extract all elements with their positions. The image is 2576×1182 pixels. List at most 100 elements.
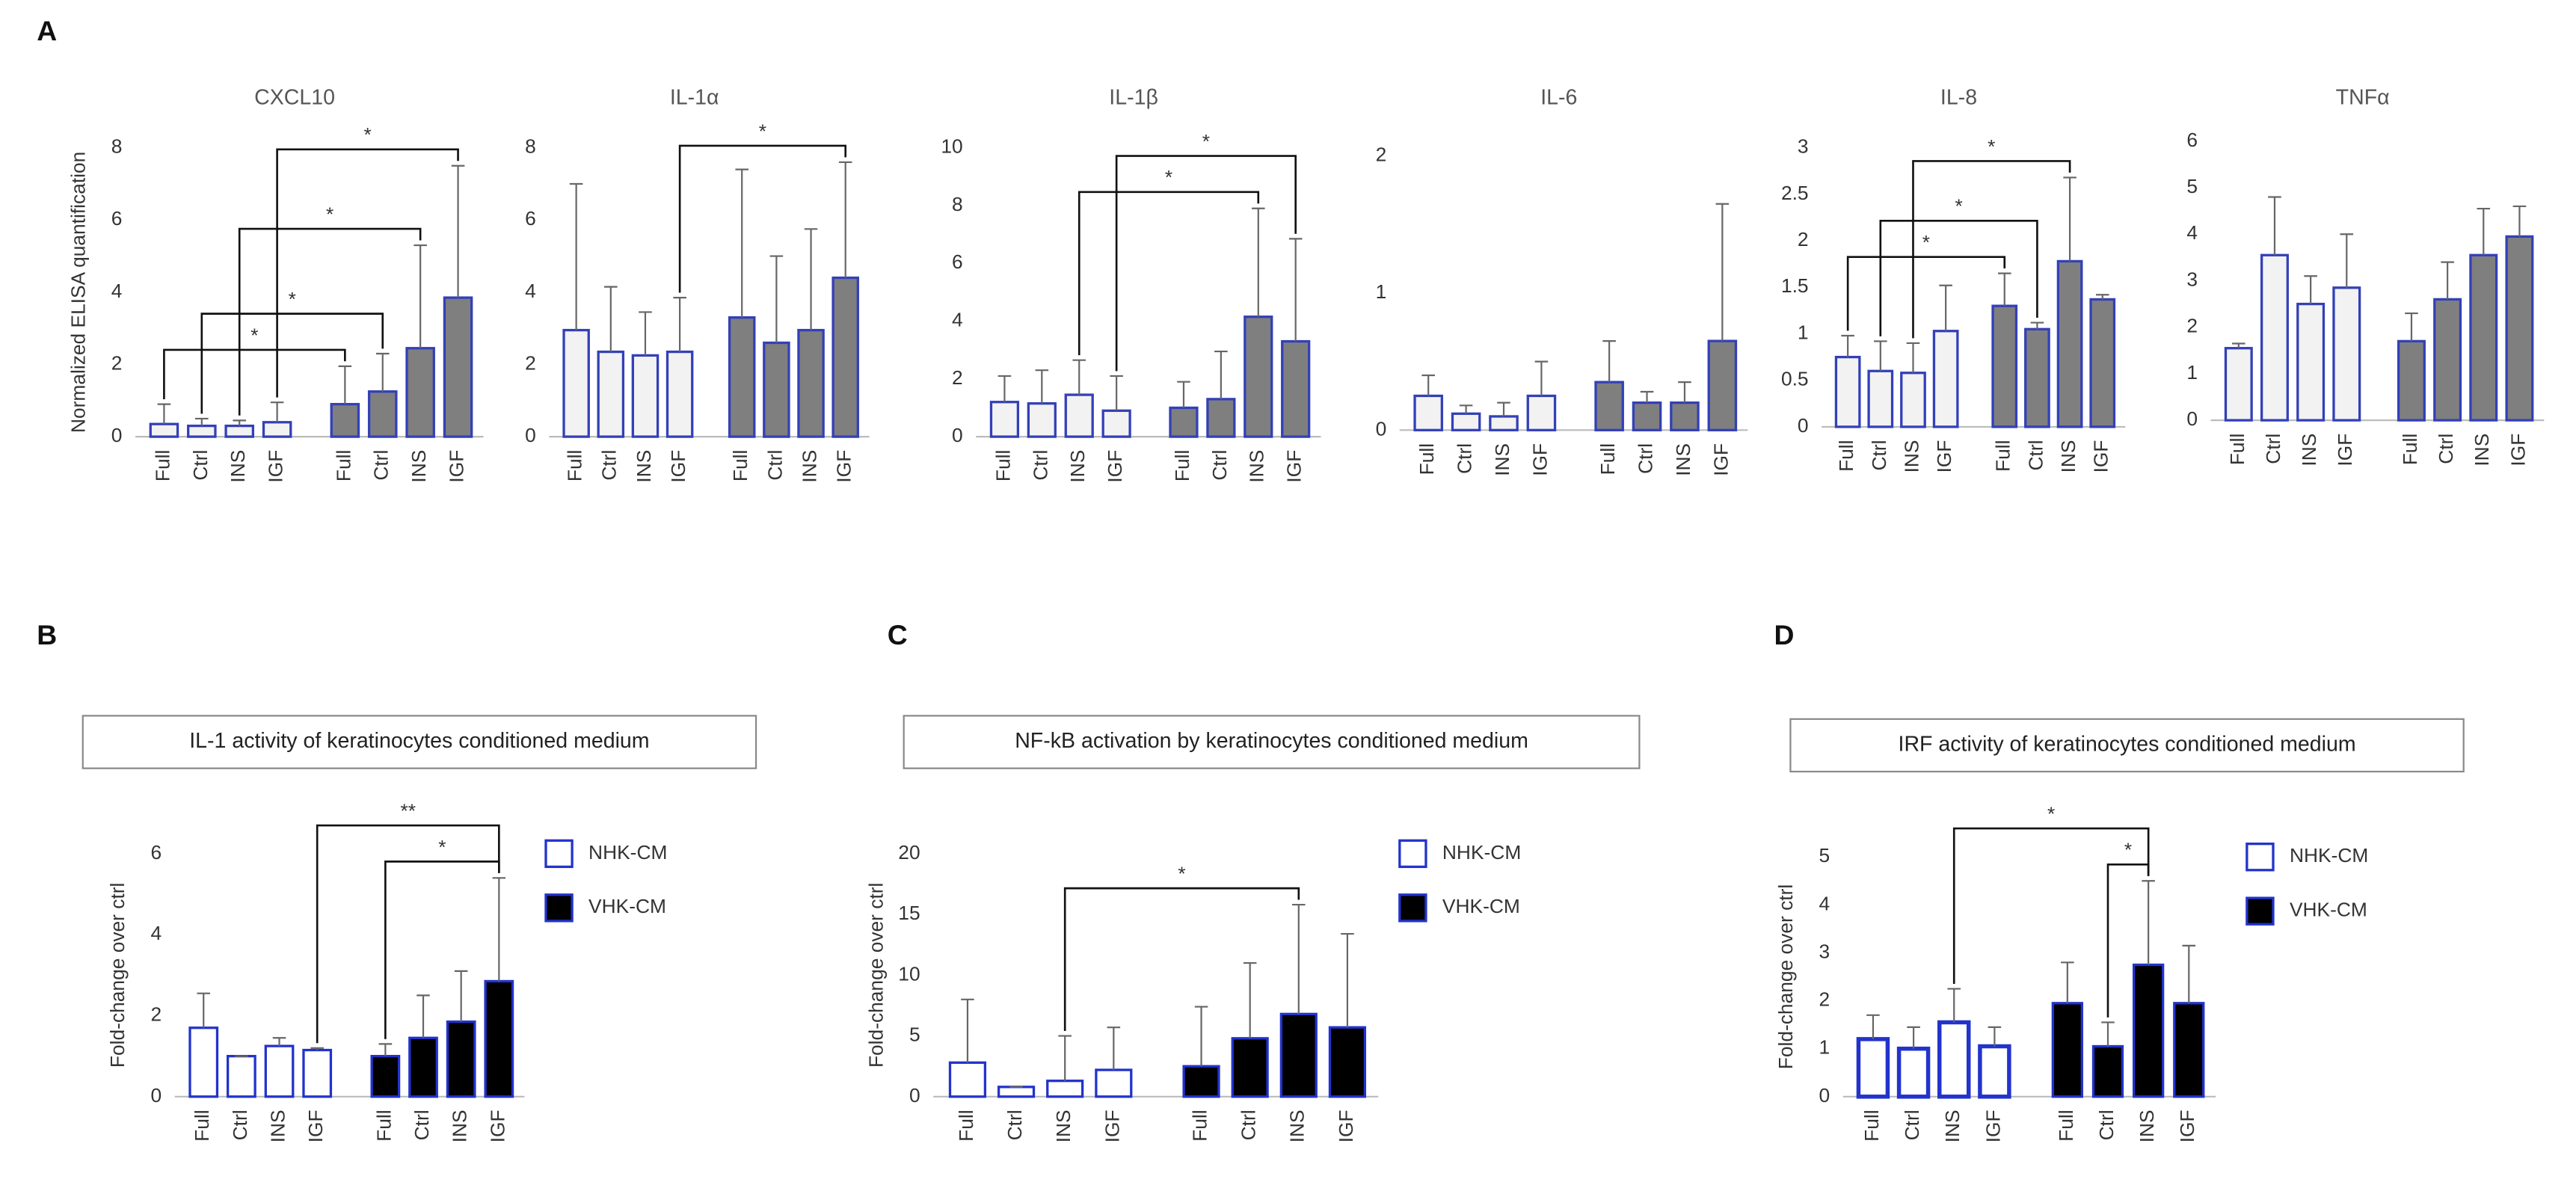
y-tick-label: 2.5 (1781, 182, 1809, 204)
error-bar (2232, 342, 2245, 348)
y-tick-label: 5 (2186, 175, 2198, 197)
significance-bracket (384, 861, 500, 1039)
significance-bracket (163, 348, 346, 400)
chart-title: IRF activity of keratinocytes conditione… (1899, 732, 2356, 756)
x-tick-label: Full (1860, 1109, 1883, 1141)
x-tick-label: Ctrl (1238, 1109, 1260, 1140)
error-bar (1292, 903, 1306, 1015)
x-tick-label: INS (2057, 440, 2079, 473)
y-tick-label: 2 (1376, 144, 1387, 166)
bar (1095, 1068, 1133, 1098)
bar (1526, 394, 1557, 431)
bar (2505, 235, 2534, 422)
bar (2024, 327, 2050, 428)
x-tick-label: IGF (304, 1109, 327, 1142)
error-bar (2340, 233, 2354, 288)
x-tick-label: Full (729, 450, 751, 481)
significance-label: * (1165, 166, 1172, 188)
error-bar (2142, 880, 2155, 965)
bar (2091, 1044, 2124, 1098)
y-tick-label: 4 (952, 308, 963, 330)
error-bar (997, 375, 1012, 402)
bar (1413, 394, 1443, 431)
significance-bracket (1115, 155, 1297, 372)
error-bar (735, 168, 748, 318)
error-bar (492, 877, 506, 982)
x-tick-label: IGF (446, 450, 468, 483)
error-bar (1341, 932, 1354, 1028)
error-bar (1072, 359, 1086, 395)
x-tick-label: INS (1286, 1109, 1309, 1142)
y-tick-label: 2 (1798, 228, 1809, 250)
x-tick-label: IGF (1709, 443, 1732, 476)
chart-title: IL-8 (1940, 85, 1977, 109)
significance-bracket (238, 227, 422, 416)
error-bar (2512, 205, 2527, 237)
error-bar (1947, 988, 1961, 1023)
error-bar (378, 1043, 393, 1056)
x-tick-label: IGF (1528, 443, 1551, 476)
y-tick-label: 6 (151, 841, 162, 864)
chart-title: TNFα (2336, 85, 2390, 109)
y-tick-label: 8 (111, 135, 123, 158)
chart-title: IL-1α (670, 85, 719, 109)
x-tick-label: IGF (833, 450, 855, 483)
bar (1206, 398, 1236, 438)
significance-bracket (1078, 191, 1260, 356)
chart-title: IL-1 activity of keratinocytes condition… (189, 729, 649, 753)
bar (1991, 304, 2018, 428)
significance-label: * (2124, 839, 2132, 861)
significance-bracket (1063, 887, 1300, 1031)
significance-bracket (1879, 220, 2038, 336)
bar (446, 1020, 476, 1098)
y-axis-label: Fold-change over ctrl (1774, 884, 1797, 1069)
x-tick-label: Ctrl (1003, 1109, 1026, 1140)
bar (1279, 1012, 1318, 1098)
y-tick-label: 2 (111, 351, 123, 374)
error-bar (1997, 272, 2011, 307)
bar (797, 328, 825, 438)
bar (2051, 1002, 2083, 1098)
x-tick-label: INS (1491, 443, 1513, 476)
y-axis-label: Normalized ELISA quantification (67, 152, 89, 433)
error-bar (1058, 1035, 1072, 1081)
x-tick-label: Full (372, 1109, 395, 1141)
bar (330, 402, 360, 438)
error-bar (2441, 261, 2454, 300)
panel-label: A (37, 15, 57, 46)
x-tick-label: Ctrl (2262, 434, 2284, 464)
bar (2224, 347, 2253, 422)
error-bar (1939, 284, 1952, 331)
x-tick-label: IGF (265, 450, 287, 483)
legend-label: VHK-CM (1442, 895, 1520, 917)
y-tick-label: 6 (2186, 129, 2198, 151)
error-bar (454, 970, 468, 1022)
error-bar (1459, 404, 1473, 414)
x-tick-label: Ctrl (411, 1109, 433, 1140)
y-tick-label: 3 (1798, 135, 1809, 158)
y-tick-label: 10 (941, 135, 962, 158)
y-tick-label: 2 (2186, 315, 2198, 337)
significance-bracket (316, 824, 500, 1044)
x-tick-label: INS (798, 450, 820, 483)
bar (631, 354, 660, 438)
x-tick-label: INS (633, 450, 655, 483)
y-tick-label: 1 (1819, 1036, 1830, 1059)
chart-title: IL-6 (1540, 85, 1577, 109)
x-tick-label: IGF (1335, 1109, 1357, 1142)
legend-swatch (1398, 839, 1427, 869)
legend-label: NHK-CM (588, 841, 667, 864)
bar (2433, 298, 2462, 422)
error-bar (2477, 207, 2491, 256)
error-bar (1602, 340, 1616, 383)
y-axis-label: Fold-change over ctrl (864, 883, 887, 1068)
chart-title: CXCL10 (254, 85, 335, 109)
x-tick-label: Ctrl (2095, 1109, 2118, 1140)
legend-label: VHK-CM (2290, 899, 2367, 921)
x-tick-label: Full (191, 1109, 213, 1141)
bar (188, 1026, 219, 1098)
x-tick-label: IGF (2176, 1109, 2198, 1142)
bar (1937, 1020, 1971, 1099)
